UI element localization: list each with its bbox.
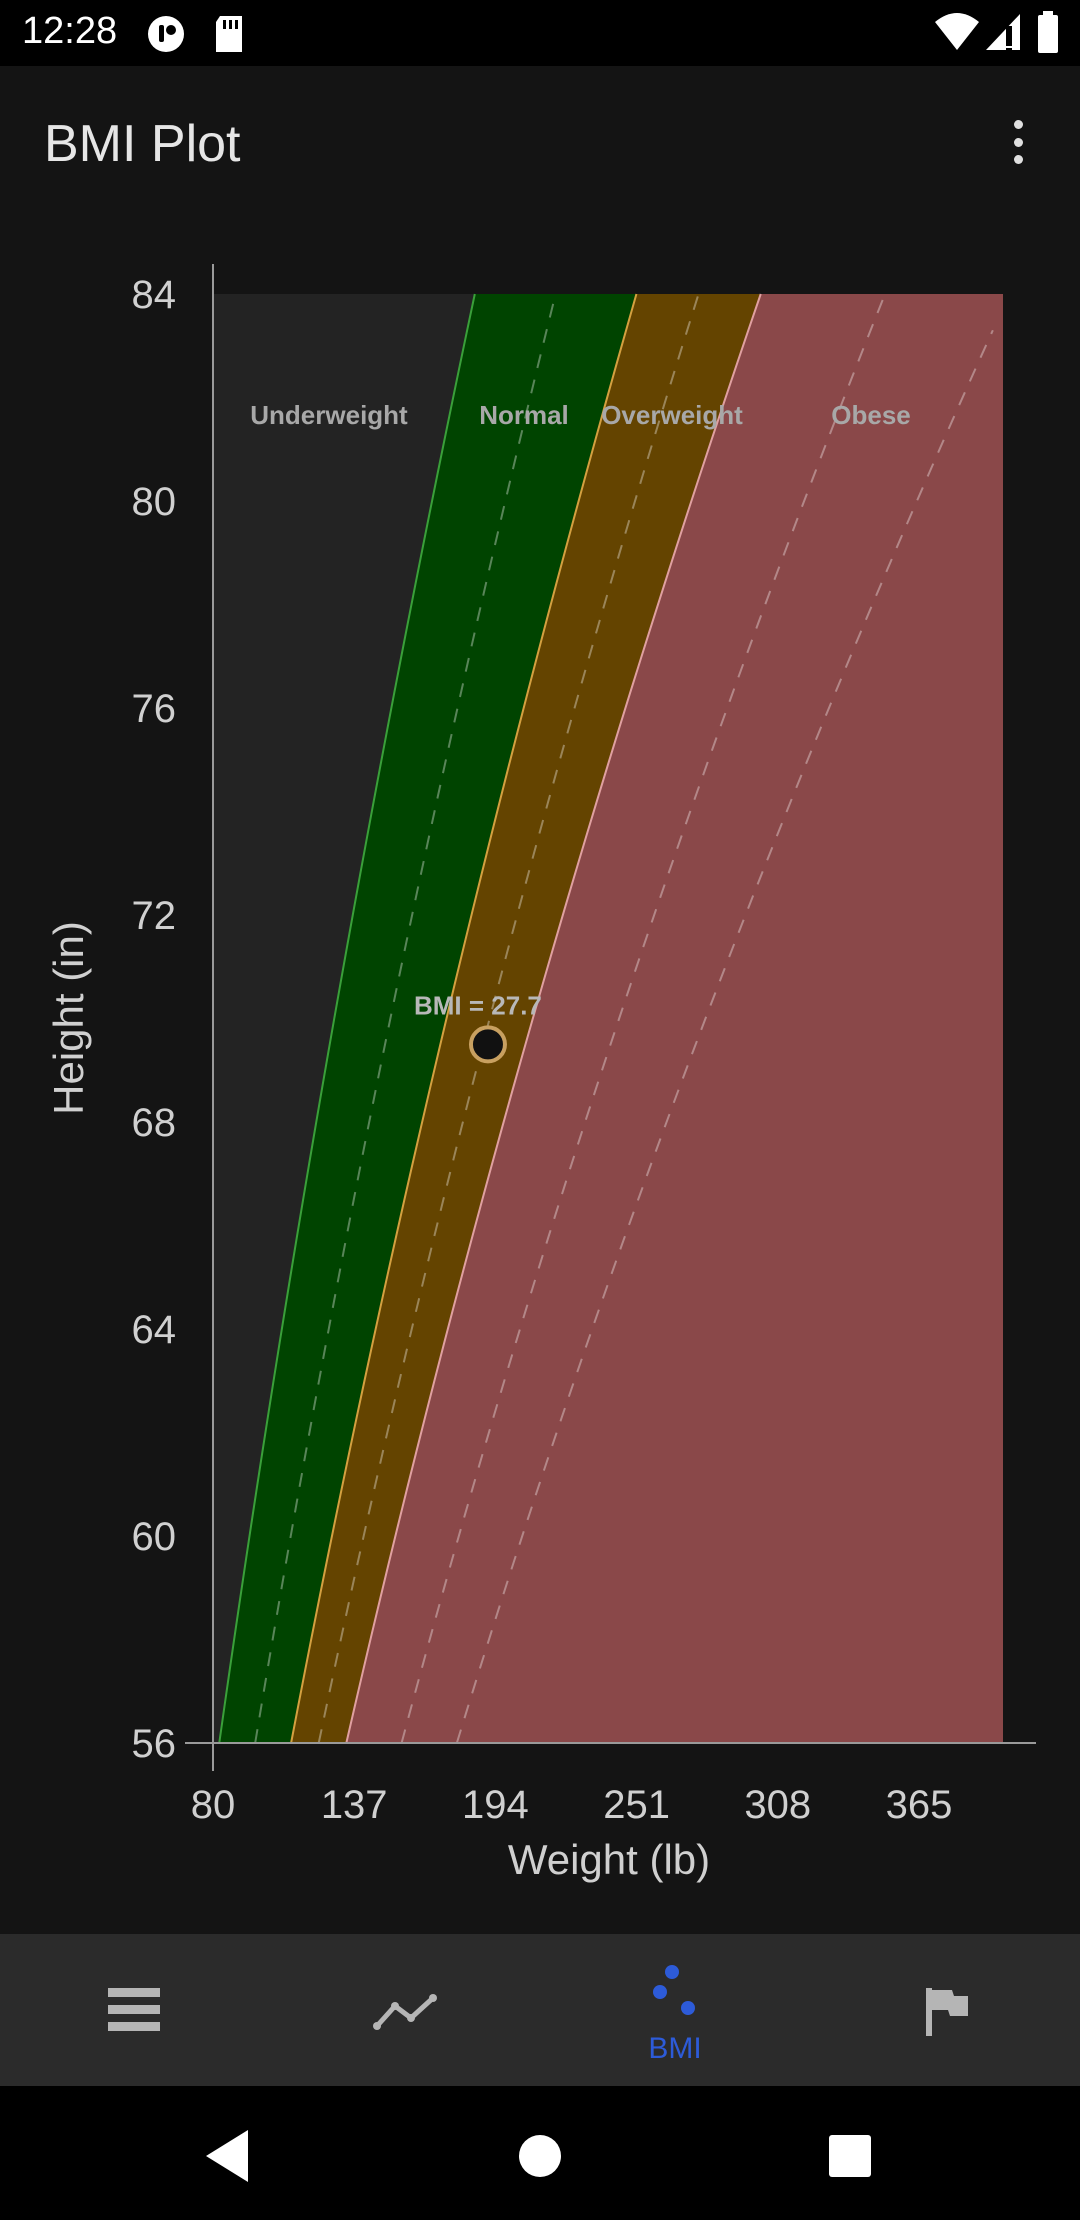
bmi-chart: Underweight Normal Overweight Obese 56 60 64 68… — [0, 226, 1080, 1934]
battery-icon — [1038, 11, 1058, 53]
y-tick-label: 68 — [132, 1101, 177, 1145]
nav-item-trend[interactable] — [270, 1934, 540, 2086]
boundary-line-bmi-30 — [345, 293, 762, 1744]
region-label-overweight: Overweight — [601, 400, 743, 430]
y-tick-label: 60 — [132, 1515, 177, 1559]
y-tick-label: 72 — [132, 894, 177, 938]
region-label-obese: Obese — [831, 400, 911, 430]
nav-label-bmi: BMI — [648, 2032, 702, 2065]
region-obese — [346, 294, 1004, 1743]
flag-icon — [926, 1988, 968, 2036]
bmi-plot-svg: Underweight Normal Overweight Obese 56 60 64 68… — [45, 264, 1036, 1883]
x-tick-label: 365 — [886, 1783, 953, 1827]
y-tick-label: 76 — [132, 687, 177, 731]
sd-card-icon — [216, 16, 242, 52]
wifi-icon — [935, 13, 979, 50]
y-tick-label: 56 — [132, 1722, 177, 1766]
boundary-line-bmi-25 — [290, 293, 638, 1744]
home-icon[interactable] — [500, 2116, 580, 2196]
cell-signal-icon — [986, 14, 1020, 50]
region-label-normal: Normal — [479, 400, 569, 430]
x-axis-label: Weight (lb) — [508, 1836, 710, 1883]
guide-line-bmi-40 — [455, 329, 994, 1744]
region-label-underweight: Underweight — [250, 400, 408, 430]
status-bar: 12:28 — [0, 0, 1080, 66]
app-notification-icon — [148, 16, 184, 52]
scatter-dots-icon — [653, 1965, 695, 2015]
system-navigation-bar — [0, 2086, 1080, 2220]
x-tick-label: 308 — [744, 1783, 811, 1827]
status-time: 12:28 — [22, 10, 118, 52]
bmi-point-label: BMI = 27.7 — [414, 990, 542, 1020]
y-tick-label: 64 — [132, 1308, 177, 1352]
y-tick-label: 84 — [132, 273, 177, 317]
recents-icon[interactable] — [810, 2116, 890, 2196]
bmi-data-point — [468, 1025, 507, 1064]
guide-line-bmi-21.75 — [254, 293, 557, 1744]
more-options-icon[interactable] — [990, 114, 1046, 170]
region-normal — [219, 294, 637, 1743]
list-icon — [108, 1988, 160, 2031]
page-title: BMI Plot — [44, 115, 241, 173]
guide-line-bmi-35 — [400, 293, 886, 1744]
nav-item-bmi[interactable]: BMI — [540, 1934, 810, 2086]
trend-line-icon — [373, 1994, 437, 2030]
region-overweight — [291, 294, 761, 1743]
x-tick-label: 251 — [603, 1783, 670, 1827]
nav-item-log[interactable] — [0, 1934, 270, 2086]
x-tick-label: 194 — [462, 1783, 529, 1827]
y-tick-label: 80 — [132, 480, 177, 524]
x-tick-label: 137 — [321, 1783, 388, 1827]
boundary-line-bmi-18.5 — [218, 293, 476, 1744]
x-tick-label: 80 — [191, 1783, 236, 1827]
back-icon[interactable] — [192, 2116, 272, 2196]
nav-item-goals[interactable] — [810, 1934, 1080, 2086]
guide-line-bmi-27.5 — [317, 293, 700, 1744]
bottom-navigation: BMI — [0, 1934, 1080, 2086]
app-bar: BMI Plot — [0, 66, 1080, 226]
region-underweight — [213, 294, 475, 1743]
y-axis-label: Height (in) — [45, 921, 92, 1115]
